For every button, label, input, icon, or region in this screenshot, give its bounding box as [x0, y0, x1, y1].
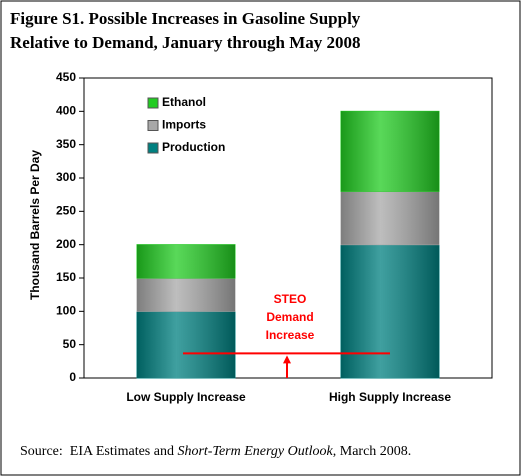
y-tick-label: 250 — [56, 204, 76, 218]
source-text: Source: EIA Estimates and — [20, 444, 177, 459]
y-tick-label: 100 — [56, 304, 76, 318]
bar-shade — [137, 244, 235, 278]
y-tick-label: 150 — [56, 270, 76, 284]
y-tick-label: 450 — [56, 70, 76, 84]
source: Source: EIA Estimates and Short-Term Ene… — [20, 444, 411, 459]
reference-label: Demand — [266, 310, 313, 324]
bar-shade — [341, 244, 439, 378]
y-tick-label: 300 — [56, 170, 76, 184]
y-tick-label: 50 — [63, 337, 77, 351]
y-tick-label: 0 — [69, 370, 76, 384]
reference-label: Increase — [266, 328, 315, 342]
legend-label: Production — [162, 140, 225, 154]
legend-label: Imports — [162, 118, 206, 132]
chart-title: Relative to Demand, January through May … — [10, 33, 361, 52]
y-axis-label: Thousand Barrels Per Day — [28, 150, 42, 300]
source-text: , March 2008. — [333, 444, 412, 459]
y-tick-label: 350 — [56, 137, 76, 151]
bar-shade — [341, 191, 439, 245]
y-tick-label: 200 — [56, 237, 76, 251]
reference-label: STEO — [274, 292, 307, 306]
legend-swatch — [147, 142, 159, 154]
chart-title: Figure S1. Possible Increases in Gasolin… — [10, 9, 361, 28]
legend-swatch — [147, 97, 159, 109]
y-tick-label: 400 — [56, 104, 76, 118]
reference-arrowhead — [283, 355, 291, 364]
x-tick-label: Low Supply Increase — [126, 390, 246, 404]
source-text: Short-Term Energy Outlook — [177, 444, 333, 459]
legend-swatch — [147, 120, 159, 131]
bar-shade — [137, 278, 235, 312]
bar-shade — [341, 111, 439, 192]
bar-shade — [137, 311, 235, 378]
x-tick-label: High Supply Increase — [329, 390, 451, 404]
legend-label: Ethanol — [162, 95, 206, 109]
